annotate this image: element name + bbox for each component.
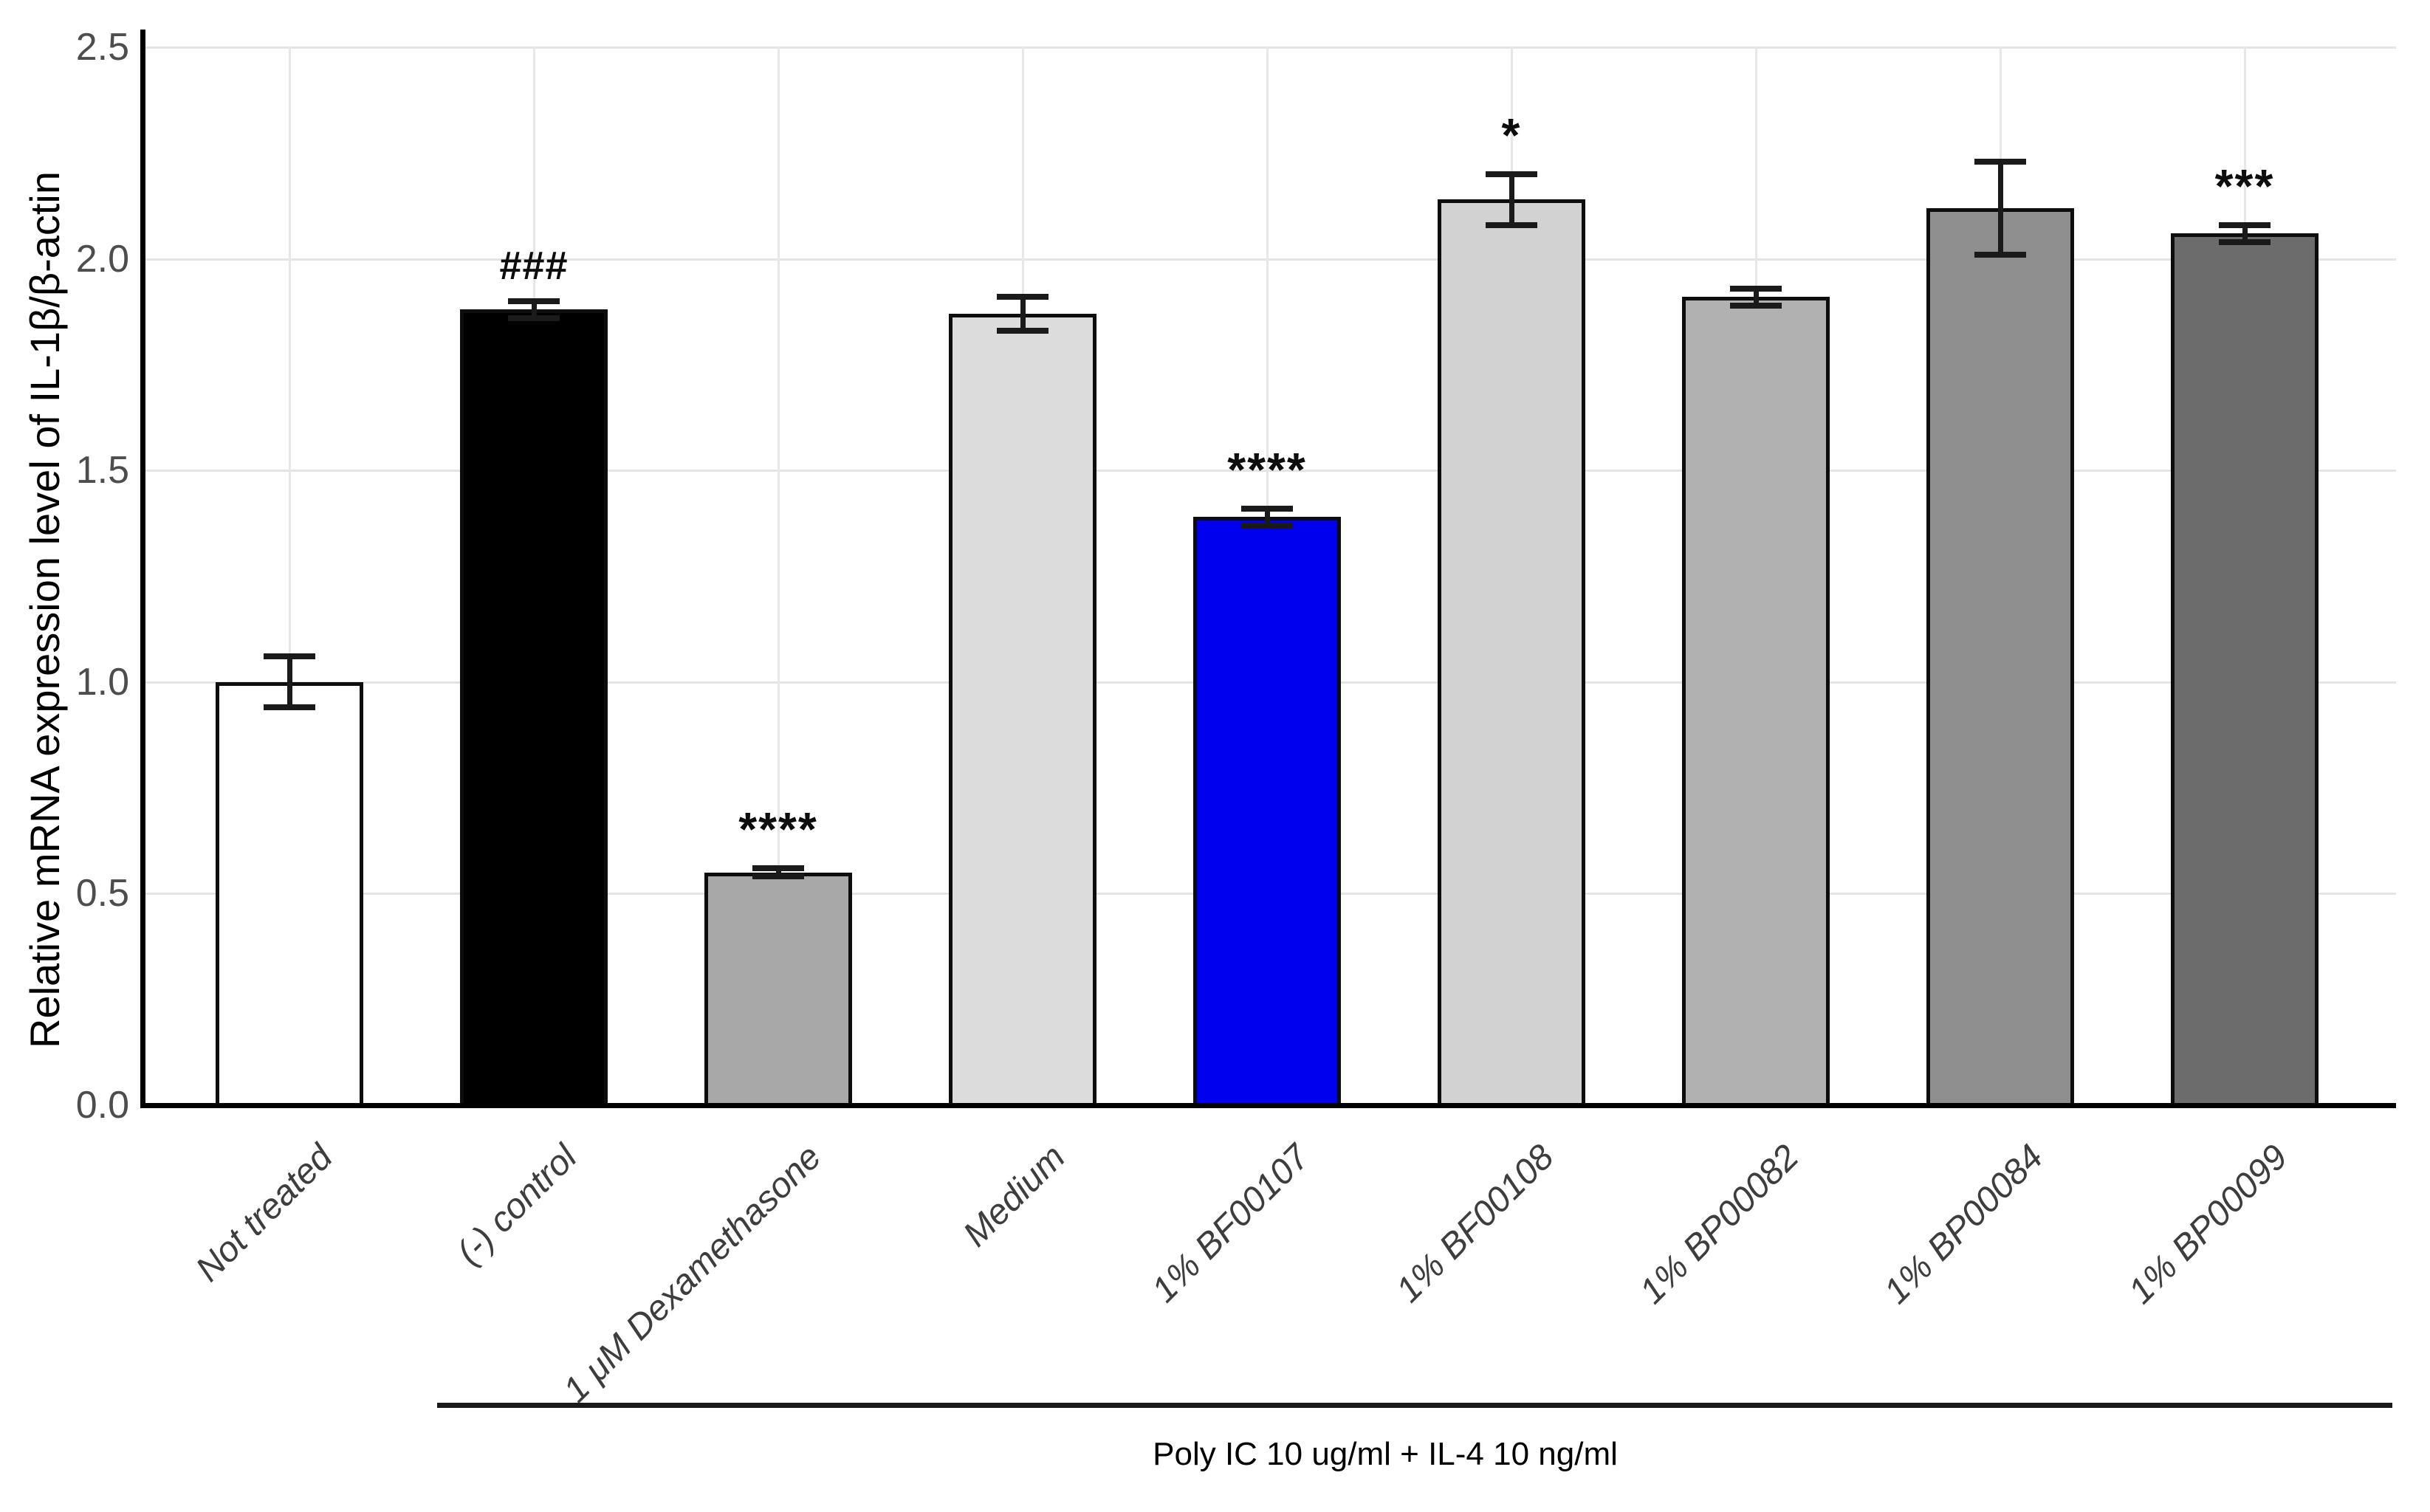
- x-tick-label: 1% BP00099: [2121, 1137, 2296, 1312]
- error-bar-cap: [1486, 221, 1537, 228]
- error-bar: [1754, 288, 1759, 306]
- x-tick-label: 1% BP00082: [1632, 1137, 1807, 1312]
- v-gridline: [289, 47, 291, 1105]
- error-bar-cap: [1974, 251, 2026, 258]
- significance-mark: *: [1501, 108, 1522, 162]
- y-tick-label: 1.5: [75, 449, 129, 492]
- error-bar: [1265, 508, 1270, 526]
- v-gridline: [778, 47, 780, 1105]
- bar: [1438, 199, 1585, 1107]
- error-bar-cap: [508, 315, 560, 321]
- significance-mark: ###: [499, 243, 569, 288]
- error-bar-cap: [264, 653, 315, 660]
- x-axis-line: [140, 1103, 2396, 1108]
- y-tick-label: 1.0: [75, 660, 129, 704]
- error-bar: [287, 656, 292, 708]
- error-bar: [1509, 173, 1514, 225]
- group-annotation-line: [437, 1403, 2392, 1408]
- bar: [1193, 517, 1341, 1107]
- h-gridline: [143, 47, 2396, 49]
- significance-mark: ***: [2214, 159, 2275, 213]
- error-bar: [776, 868, 781, 877]
- y-tick-label: 0.5: [75, 872, 129, 915]
- bar: [949, 314, 1096, 1107]
- y-tick-label: 2.5: [75, 26, 129, 69]
- error-bar: [1020, 297, 1026, 331]
- error-bar-cap: [508, 298, 560, 304]
- h-gridline: [143, 258, 2396, 261]
- error-bar-cap: [752, 865, 804, 871]
- bar: [1926, 207, 2074, 1107]
- y-tick-label: 0.0: [75, 1084, 129, 1127]
- error-bar-cap: [1730, 285, 1782, 292]
- y-axis-line: [140, 30, 145, 1108]
- error-bar: [2242, 224, 2248, 242]
- significance-mark: ****: [738, 803, 818, 856]
- significance-mark: ****: [1227, 442, 1307, 496]
- x-tick-label: Medium: [955, 1137, 1074, 1254]
- bar: [2171, 233, 2319, 1107]
- group-annotation-label: Poly IC 10 ug/ml + IL-4 10 ng/ml: [1153, 1436, 1618, 1472]
- error-bar-cap: [997, 328, 1048, 334]
- error-bar-cap: [264, 704, 315, 711]
- error-bar-cap: [1486, 171, 1537, 177]
- y-axis-title: Relative mRNA expression level of IL-1β/…: [21, 171, 68, 1048]
- error-bar-cap: [1241, 505, 1293, 512]
- bar: [704, 872, 852, 1107]
- error-bar-cap: [1241, 522, 1293, 529]
- bar: [1682, 297, 1830, 1107]
- x-tick-label: 1% BP00084: [1876, 1137, 2051, 1312]
- error-bar-cap: [1730, 302, 1782, 309]
- x-tick-label: 1 μM Dexamethasone: [555, 1137, 829, 1410]
- y-tick-label: 2.0: [75, 237, 129, 281]
- error-bar-cap: [1974, 158, 2026, 165]
- error-bar: [532, 300, 537, 318]
- error-bar-cap: [2219, 221, 2271, 228]
- error-bar-cap: [2219, 238, 2271, 245]
- error-bar-cap: [997, 294, 1048, 300]
- bar: [460, 309, 608, 1107]
- error-bar: [1998, 161, 2003, 255]
- x-tick-label: (-) control: [449, 1137, 585, 1273]
- h-gridline: [143, 470, 2396, 472]
- x-tick-label: Not treated: [188, 1137, 340, 1290]
- x-tick-label: 1% BF00107: [1144, 1137, 1318, 1310]
- x-tick-label: 1% BF00108: [1389, 1137, 1562, 1310]
- bar: [216, 681, 363, 1107]
- error-bar-cap: [752, 873, 804, 880]
